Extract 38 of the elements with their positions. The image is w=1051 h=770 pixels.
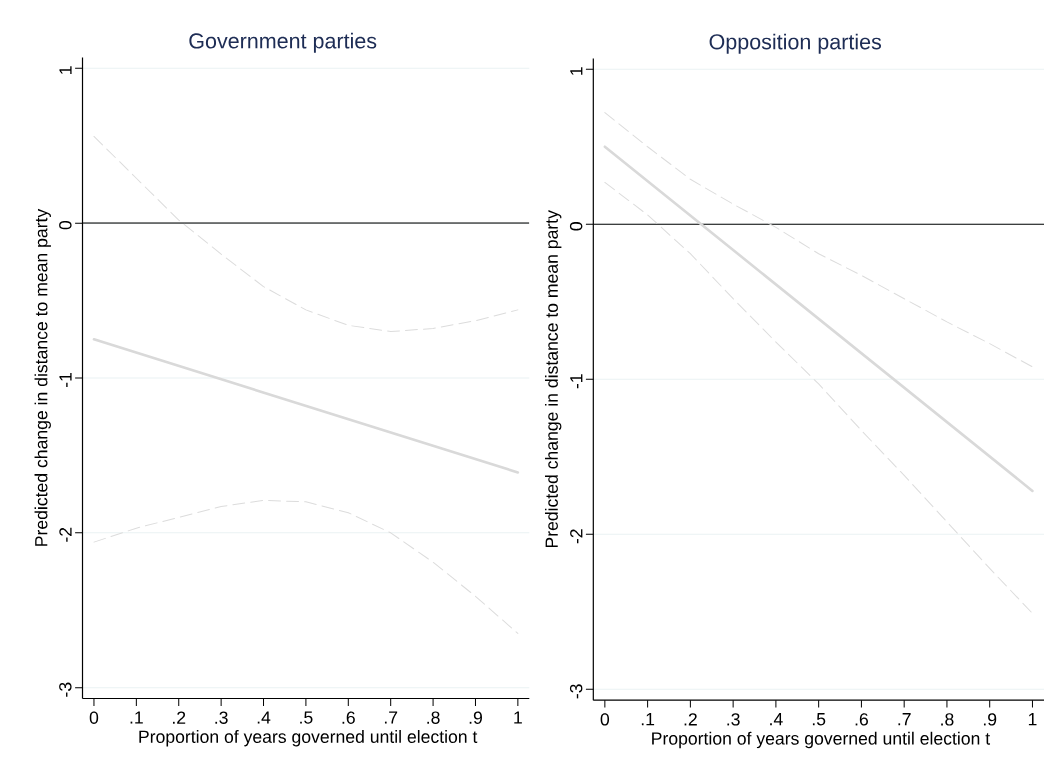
x-tick-label: .6	[342, 711, 355, 724]
x-tick-label: .5	[812, 713, 826, 726]
x-tick-label: .3	[727, 713, 740, 726]
x-tick-label: .2	[173, 711, 186, 724]
x-tick-label: .3	[215, 711, 228, 724]
chart-title: Government parties	[189, 32, 377, 53]
x-tick-label: .4	[770, 713, 783, 726]
y-tick-label: -1	[570, 374, 583, 389]
x-tick-label: 0	[89, 711, 99, 724]
x-tick-label: .4	[257, 711, 271, 724]
y-tick-label: 0	[59, 220, 72, 230]
y-tick-label: 0	[569, 222, 583, 231]
y-axis-title: Predicted change in distance to mean party	[34, 208, 51, 546]
y-tick-label: 1	[59, 66, 72, 74]
x-tick-label: 0	[600, 713, 610, 726]
x-tick-label: .5	[300, 711, 313, 724]
x-tick-label: .6	[855, 713, 868, 726]
y-tick-label: -1	[59, 373, 72, 388]
y-tick-label: 1	[570, 67, 583, 75]
x-tick-label: .1	[130, 711, 143, 724]
x-tick-label: .2	[684, 713, 697, 726]
x-tick-label: .8	[427, 711, 440, 724]
y-tick-label: -3	[59, 682, 72, 697]
x-tick-label: .7	[384, 711, 398, 724]
x-tick-label: .7	[898, 713, 911, 726]
chart-title: Opposition parties	[709, 33, 882, 54]
x-tick-label: .9	[983, 713, 997, 726]
y-tick-label: -3	[569, 684, 583, 699]
x-tick-label: .9	[469, 711, 482, 724]
y-tick-label: -2	[59, 527, 72, 542]
x-tick-label: 1	[514, 711, 522, 724]
x-tick-label: .8	[941, 713, 954, 726]
x-axis-title: Proportion of years governed until election t	[139, 730, 478, 747]
x-axis-title: Proportion of years governed until election t	[652, 731, 991, 749]
x-tick-label: 1	[1028, 713, 1037, 726]
y-tick-label: -2	[570, 529, 583, 544]
y-axis-title: Predicted change in distance to mean party	[544, 210, 562, 548]
x-tick-label: .1	[641, 713, 655, 726]
